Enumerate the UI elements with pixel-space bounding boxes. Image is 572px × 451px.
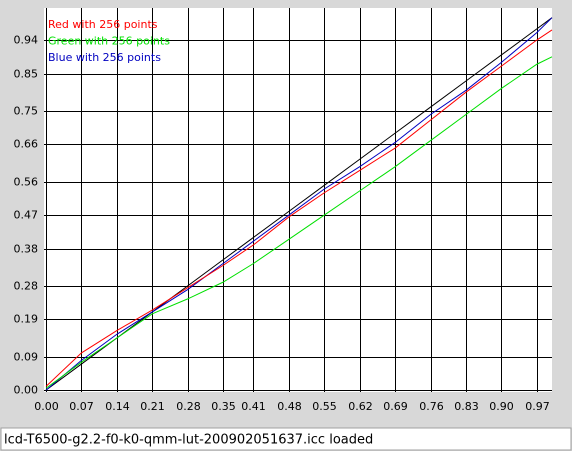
lines bbox=[45, 17, 553, 391]
y-tick-label: 0.28 bbox=[14, 280, 39, 293]
y-tick-label: 0.47 bbox=[14, 209, 39, 222]
x-tick-label: 0.55 bbox=[312, 400, 337, 413]
series-line bbox=[45, 56, 553, 389]
x-tick-label: 0.21 bbox=[140, 400, 165, 413]
x-tick-label: 0.28 bbox=[176, 400, 201, 413]
legend-entry: Red with 256 points bbox=[48, 18, 158, 31]
y-tick-label: 0.19 bbox=[14, 313, 39, 326]
labels: 0.00 0.07 0.14 0.21 0.28 0.35 0.41 0.48 0.55 0.62… bbox=[14, 18, 550, 413]
status-text: lcd-T6500-g2.2-f0-k0-qmm-lut-20090205163… bbox=[4, 433, 373, 448]
grid bbox=[44, 8, 552, 392]
x-tick-label: 0.14 bbox=[105, 400, 130, 413]
x-tick-label: 0.97 bbox=[525, 400, 550, 413]
x-tick-label: 0.00 bbox=[34, 400, 59, 413]
x-tick-label: 0.48 bbox=[277, 400, 302, 413]
y-tick-label: 0.09 bbox=[14, 351, 39, 364]
x-tick-label: 0.35 bbox=[211, 400, 236, 413]
x-tick-label: 0.83 bbox=[454, 400, 479, 413]
series-line bbox=[45, 17, 553, 391]
legend-entry: Green with 256 points bbox=[48, 35, 170, 48]
x-tick-label: 0.41 bbox=[241, 400, 266, 413]
y-tick-label: 0.56 bbox=[14, 176, 39, 189]
legend-entry: Blue with 256 points bbox=[48, 51, 161, 64]
y-tick-label: 0.85 bbox=[14, 68, 39, 81]
x-tick-label: 0.76 bbox=[419, 400, 444, 413]
y-tick-label: 0.94 bbox=[14, 34, 39, 47]
y-tick-label: 0.38 bbox=[14, 243, 39, 256]
series-line bbox=[45, 29, 553, 387]
y-tick-label: 0.66 bbox=[14, 138, 39, 151]
series-line bbox=[45, 17, 553, 391]
y-tick-label: 0.75 bbox=[14, 105, 39, 118]
x-tick-label: 0.69 bbox=[383, 400, 408, 413]
y-tick-label: 0.00 bbox=[14, 384, 39, 397]
plot-area bbox=[44, 8, 552, 392]
x-tick-label: 0.90 bbox=[489, 400, 514, 413]
x-tick-label: 0.62 bbox=[348, 400, 373, 413]
x-tick-label: 0.07 bbox=[69, 400, 94, 413]
status-bar bbox=[0, 427, 572, 451]
